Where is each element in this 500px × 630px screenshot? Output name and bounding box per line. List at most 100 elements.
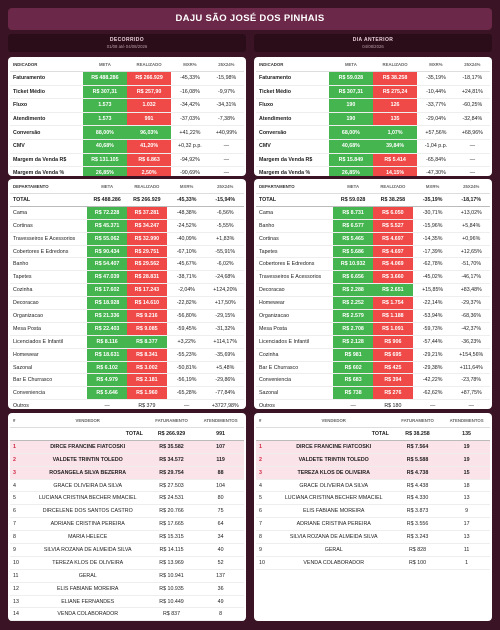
visits: 137 <box>197 569 244 583</box>
department-table: DEPARTAMENTO META REALIZADO MXR% 25X24% TOTAL… <box>10 180 244 409</box>
cell: R$ 8.116 <box>87 335 127 349</box>
column-header: 25X24% <box>452 180 490 194</box>
cell: 39,84% <box>372 139 418 154</box>
revenue: R$ 10.941 <box>145 569 198 583</box>
row-label: Tapetes <box>256 245 334 259</box>
section-header: DECORRIDO 01/08 até 04/08/2026 <box>8 34 246 52</box>
table-row: Tapetes R$ 47.039 R$ 28.831 -38,71% -24,68% <box>10 270 244 285</box>
revenue: R$ 29.754 <box>145 466 198 480</box>
cell: R$ 72.228 <box>87 206 127 220</box>
table-row: Banho R$ 6.577 R$ 5.527 -15,96% +5,84% <box>256 219 490 233</box>
cell: 40,68% <box>82 139 127 154</box>
seller-name: LUCIANA CRISTINA BECHER MMACIEL <box>275 491 392 506</box>
table-row: Cortinas R$ 45.371 R$ 34.247 -24,52% -5,55% <box>10 219 244 233</box>
cell: 96,03% <box>126 125 172 140</box>
cell: -36,23% <box>452 335 490 349</box>
cell: R$ 981 <box>333 348 373 362</box>
column-header: META <box>82 58 127 72</box>
row-label: Margem da Venda R$ <box>256 153 329 168</box>
cell: R$ 5.465 <box>333 232 373 246</box>
seller-name: VALDETE TRINTIN TOLEDO <box>275 453 392 467</box>
total-label: TOTAL <box>275 427 392 441</box>
table-row: Conversão 68,00% 1,07% +57,56% +68,96% <box>256 125 490 140</box>
rank: 12 <box>10 582 30 596</box>
indicator-table: INDICADOR META REALIZADO MXR% 25X24% Faturame… <box>256 58 490 176</box>
cell: R$ 10.932 <box>333 257 373 272</box>
rank: 7 <box>10 517 30 532</box>
column-header: REALIZADO <box>372 58 418 72</box>
cell: +83,48% <box>452 283 490 298</box>
cell: -1,04 p.p. <box>417 139 455 154</box>
seller-name: VENDA COLABORADOR <box>275 556 392 570</box>
table-row: Decoracao R$ 2.288 R$ 2.651 +15,85% +83,48% <box>256 283 490 298</box>
revenue: R$ 7.564 <box>391 440 444 454</box>
cell: R$ 6.577 <box>333 219 373 233</box>
cell: -45,67% <box>166 257 207 272</box>
cell: 1.573 <box>82 98 127 113</box>
cell: R$ 906 <box>373 335 413 349</box>
column-header: MXR% <box>417 58 455 72</box>
table-row: Conveniencia R$ 683 R$ 394 -42,22% -23,78% <box>256 373 490 388</box>
table-row: Outros — R$ 180— — <box>256 399 490 409</box>
cell: R$ 5.646 <box>87 386 127 401</box>
cell: -6,02% <box>206 257 244 272</box>
cell: 991 <box>126 112 172 127</box>
department-table: DEPARTAMENTO META REALIZADO MXR% 25X24% TOTAL… <box>256 180 490 409</box>
seller-row: 7 ADRIANE CRISTINA PEREIRA R$ 3.556 17 <box>256 517 490 532</box>
visits: 40 <box>197 543 244 557</box>
visits: 88 <box>197 466 244 480</box>
cell: -59,73% <box>412 322 453 336</box>
cell: R$ 2.128 <box>333 335 373 349</box>
cell: 991 <box>197 427 244 441</box>
cell: -42,37% <box>452 322 490 336</box>
cell: R$ 602 <box>333 361 373 375</box>
cell: R$ 90.434 <box>87 245 127 259</box>
cell: 2,50% <box>126 166 172 176</box>
cell: +111,64% <box>452 361 490 375</box>
cell: R$ 6.656 <box>333 270 373 285</box>
cell: R$ 695 <box>373 348 413 362</box>
rank: 7 <box>256 517 276 532</box>
cell: -47,30% <box>417 166 455 176</box>
cell: R$ 32.990 <box>127 232 167 246</box>
seller-name: SILVIA ROZANA DE ALMEIDA SILVA <box>29 543 146 557</box>
row-label: Sazonal <box>256 386 334 401</box>
row-label: Faturamento <box>256 71 329 86</box>
rank: 9 <box>256 543 276 557</box>
cell: -40,09% <box>166 232 207 246</box>
seller-row: 13 ELIANE FERNANDES R$ 10.449 49 <box>10 595 244 609</box>
cell: -42,22% <box>412 373 453 388</box>
column-header: VENDEDOR <box>29 414 146 428</box>
cell: R$ 307,31 <box>82 85 127 100</box>
cell: R$ 38.258 <box>372 71 418 86</box>
row-label: Mesa Posta <box>10 322 88 336</box>
section-label: DIA ANTERIOR <box>352 37 394 43</box>
rank: 1 <box>256 440 276 454</box>
panel: DECORRIDO 01/08 até 04/08/2026 INDICADOR ME… <box>8 34 246 621</box>
table-row: Ticket Médio R$ 307,31 R$ 275,24 -10,44% +24… <box>256 85 490 100</box>
column-header: 25X24% <box>454 58 490 72</box>
row-label: CMV <box>256 139 329 154</box>
column-header: 25X24% <box>206 180 244 194</box>
seller-row: 14 VENDA COLABORADOR R$ 837 8 <box>10 607 244 621</box>
column-header: VENDEDOR <box>275 414 392 428</box>
cell: R$ 4.697 <box>373 245 413 259</box>
cell: R$ 59.028 <box>328 71 373 86</box>
seller-row: 9 SILVIA ROZANA DE ALMEIDA SILVA R$ 14.115… <box>10 543 244 557</box>
cell: R$ 8.377 <box>127 335 167 349</box>
cell: +40,99% <box>208 125 244 140</box>
visits: 13 <box>443 491 490 506</box>
cell: -35,19% <box>417 71 455 86</box>
cell: 190 <box>328 112 373 127</box>
revenue: R$ 24.531 <box>145 491 198 506</box>
cell: R$ 1.091 <box>373 322 413 336</box>
row-label: Cobertores E Edredons <box>256 257 334 272</box>
seller-name: DIRCE FRANCINE FIATCOSKI <box>29 440 146 454</box>
row-label: Banho <box>256 219 334 233</box>
cell: -29,04% <box>417 112 455 127</box>
header-row: # VENDEDOR FATURAMENTO ATENDIMENTOS <box>10 414 244 428</box>
cell: R$ 14.610 <box>127 296 167 311</box>
cell: -29,37% <box>452 296 490 311</box>
cell: 190 <box>328 98 373 113</box>
cell: R$ 8.731 <box>333 206 373 220</box>
